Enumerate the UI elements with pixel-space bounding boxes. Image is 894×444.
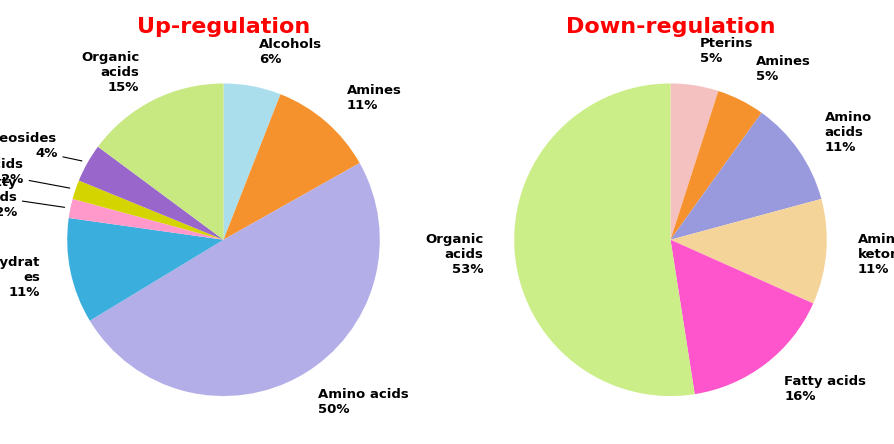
Text: Organic
acids
15%: Organic acids 15% [80, 51, 139, 94]
Text: Amines
5%: Amines 5% [756, 56, 811, 83]
Title: Down-regulation: Down-regulation [566, 17, 775, 37]
Wedge shape [670, 83, 719, 240]
Wedge shape [224, 83, 281, 240]
Text: Organic
acids
53%: Organic acids 53% [426, 233, 484, 276]
Text: Carbohydrat
es
11%: Carbohydrat es 11% [0, 256, 39, 299]
Wedge shape [98, 83, 224, 240]
Text: Amino acids
50%: Amino acids 50% [318, 388, 409, 416]
Wedge shape [670, 91, 762, 240]
Wedge shape [79, 147, 224, 240]
Text: Amines
11%: Amines 11% [347, 84, 401, 112]
Text: Amino
ketones
11%: Amino ketones 11% [857, 233, 894, 276]
Text: Fatty
acids
2%: Fatty acids 2% [0, 176, 64, 219]
Wedge shape [89, 163, 380, 396]
Wedge shape [224, 94, 359, 240]
Wedge shape [670, 199, 827, 304]
Wedge shape [67, 218, 224, 321]
Wedge shape [670, 113, 822, 240]
Wedge shape [514, 83, 695, 396]
Wedge shape [670, 240, 814, 394]
Wedge shape [72, 181, 224, 240]
Text: Alcohols
6%: Alcohols 6% [259, 38, 322, 67]
Text: Nucleosides
4%: Nucleosides 4% [0, 132, 82, 161]
Wedge shape [69, 199, 223, 240]
Text: Amino
acids
11%: Amino acids 11% [824, 111, 872, 155]
Title: Up-regulation: Up-regulation [137, 17, 310, 37]
Text: Pterins
5%: Pterins 5% [700, 37, 754, 65]
Text: Keto-acids
2%: Keto-acids 2% [0, 158, 70, 188]
Text: Fatty acids
16%: Fatty acids 16% [784, 375, 866, 403]
